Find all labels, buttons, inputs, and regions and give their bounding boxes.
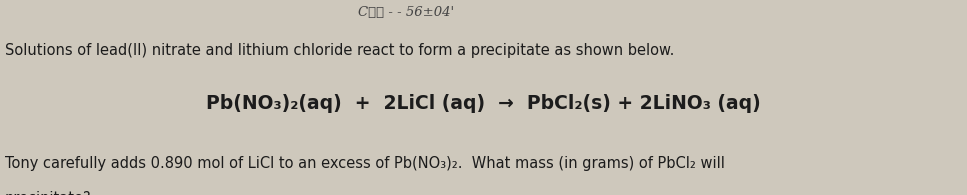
Text: Cℓℓ - - 56±04': Cℓℓ - - 56±04' [358, 6, 454, 19]
Text: Solutions of lead(II) nitrate and lithium chloride react to form a precipitate a: Solutions of lead(II) nitrate and lithiu… [5, 43, 674, 58]
Text: precipitate?: precipitate? [5, 191, 92, 195]
Text: Pb(NO₃)₂(aq)  +  2LiCl (aq)  →  PbCl₂(s) + 2LiNO₃ (aq): Pb(NO₃)₂(aq) + 2LiCl (aq) → PbCl₂(s) + 2… [206, 94, 761, 113]
Text: Tony carefully adds 0.890 mol of LiCl to an excess of Pb(NO₃)₂.  What mass (in g: Tony carefully adds 0.890 mol of LiCl to… [5, 156, 724, 171]
